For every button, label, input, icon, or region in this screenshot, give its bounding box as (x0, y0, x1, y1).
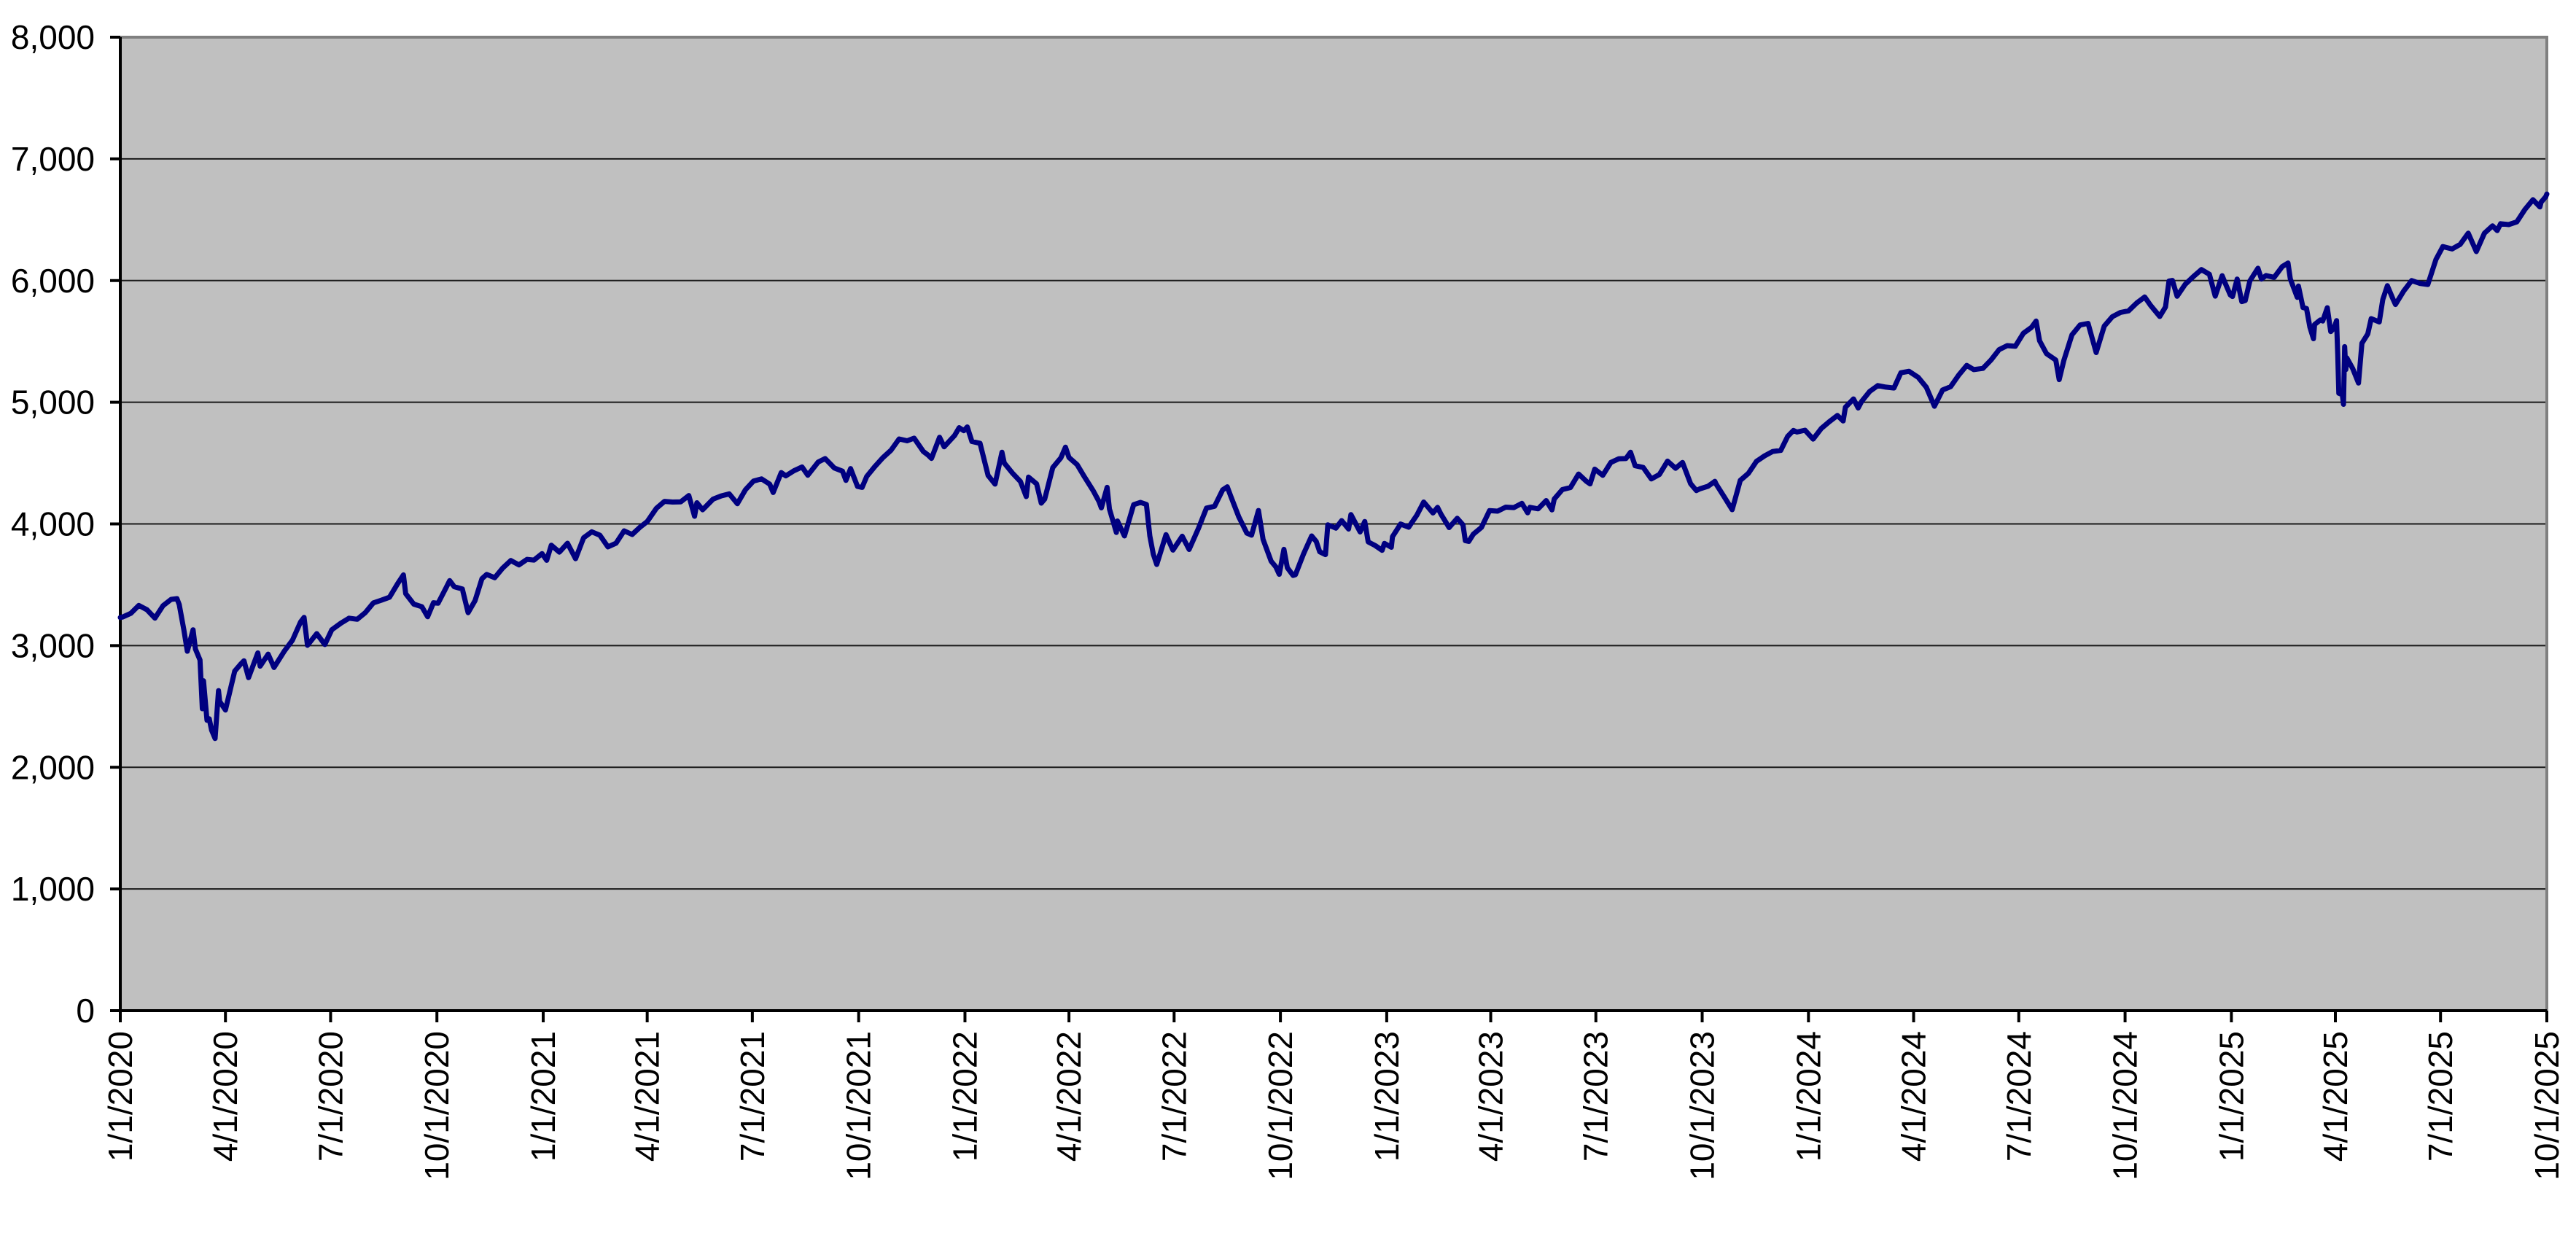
y-axis-labels: 0 1,000 2,000 3,000 4,000 5,000 6,000 7,000 8,00… (11, 18, 95, 1030)
x-axis-ticks (119, 1011, 2548, 1022)
x-axis-label: 7/1/2023 (1577, 1031, 1615, 1162)
x-axis-label: 4/1/2021 (629, 1031, 666, 1162)
x-axis-label: 10/1/2022 (1261, 1031, 1299, 1181)
x-axis-label: 4/1/2025 (2316, 1031, 2354, 1162)
y-axis-ticks (110, 36, 120, 1012)
x-axis-label: 10/1/2024 (2106, 1031, 2144, 1181)
x-axis-label: 10/1/2020 (418, 1031, 456, 1181)
x-axis-label: 7/1/2021 (734, 1031, 771, 1162)
x-axis-labels: 1/1/2020 4/1/2020 7/1/2020 10/1/2020 1/1/202… (101, 1031, 2566, 1181)
x-axis-label: 1/1/2024 (1789, 1031, 1827, 1162)
x-axis-label: 1/1/2020 (101, 1031, 139, 1162)
y-axis-label: 7,000 (11, 140, 95, 178)
x-axis-label: 7/1/2025 (2421, 1031, 2459, 1162)
x-axis-label: 7/1/2020 (311, 1031, 349, 1162)
y-axis-label: 8,000 (11, 18, 95, 56)
series-line (117, 191, 2550, 742)
x-axis-label: 4/1/2023 (1472, 1031, 1510, 1162)
x-axis-label: 10/1/2023 (1684, 1031, 1721, 1181)
y-axis-label: 0 (76, 992, 95, 1030)
gridlines (120, 158, 2547, 890)
x-axis-label: 4/1/2024 (1895, 1031, 1933, 1162)
y-axis-label: 6,000 (11, 262, 95, 300)
x-axis-label: 1/1/2023 (1368, 1031, 1406, 1162)
x-axis-label: 4/1/2022 (1050, 1031, 1088, 1162)
x-axis-label: 7/1/2024 (2000, 1031, 2038, 1162)
y-axis-label: 2,000 (11, 748, 95, 786)
y-axis-label: 4,000 (11, 505, 95, 543)
y-axis-label: 5,000 (11, 384, 95, 421)
y-axis-label: 3,000 (11, 626, 95, 664)
x-axis-label: 4/1/2020 (206, 1031, 244, 1162)
x-axis-label: 10/1/2021 (840, 1031, 878, 1181)
x-axis-label: 1/1/2021 (524, 1031, 562, 1162)
x-axis-label: 1/1/2025 (2212, 1031, 2250, 1162)
y-axis-label: 1,000 (11, 870, 95, 908)
x-axis-label: 1/1/2022 (946, 1031, 984, 1162)
x-axis-label: 7/1/2022 (1155, 1031, 1193, 1162)
x-axis-label: 10/1/2025 (2528, 1031, 2566, 1181)
